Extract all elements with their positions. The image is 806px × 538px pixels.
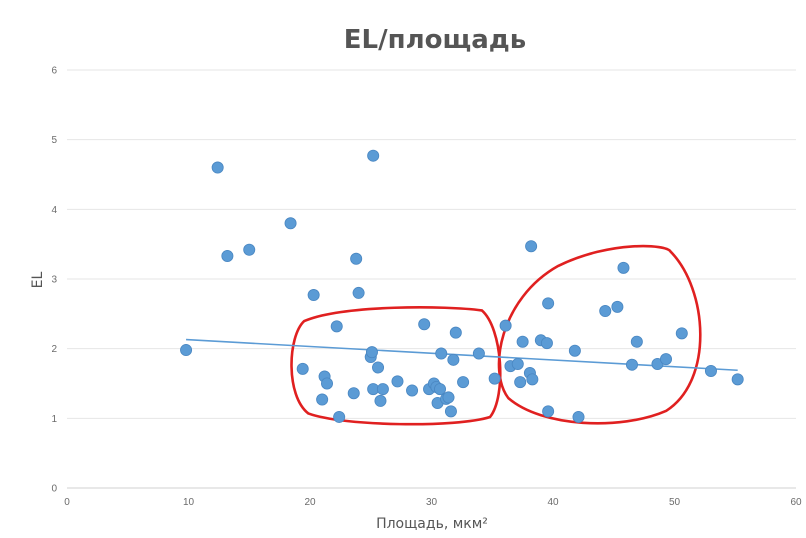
- data-point: [731, 373, 744, 386]
- data-point: [307, 289, 320, 302]
- y-tick-label: 4: [51, 205, 57, 216]
- x-tick-label: 60: [790, 497, 802, 508]
- data-point: [330, 320, 343, 333]
- x-tick-label: 20: [304, 497, 316, 508]
- y-tick-label: 2: [51, 344, 57, 355]
- data-point: [630, 335, 643, 348]
- data-point: [372, 361, 385, 374]
- data-point: [350, 252, 363, 265]
- data-point: [296, 362, 309, 375]
- y-tick-label: 5: [51, 135, 57, 146]
- data-point: [514, 376, 527, 389]
- data-point: [659, 353, 672, 366]
- data-point: [321, 377, 334, 390]
- x-tick-label: 0: [64, 497, 70, 508]
- data-point: [316, 393, 329, 406]
- y-axis-label: EL: [30, 271, 46, 288]
- data-point: [435, 347, 448, 360]
- data-point: [333, 410, 346, 423]
- data-point: [180, 344, 193, 357]
- y-tick-label: 0: [51, 484, 57, 495]
- x-axis-label: Площадь, мкм²: [376, 516, 488, 532]
- data-point: [617, 261, 630, 274]
- data-point: [472, 347, 485, 360]
- data-point: [542, 405, 555, 418]
- data-point: [442, 391, 455, 404]
- trendline: [186, 338, 738, 372]
- y-tick-label: 1: [51, 414, 57, 425]
- data-point: [221, 250, 234, 263]
- data-point: [488, 372, 501, 385]
- y-tick-label: 6: [51, 66, 57, 77]
- data-point: [457, 376, 470, 389]
- data-point: [449, 326, 462, 339]
- data-point: [376, 383, 389, 396]
- annotation-outlines: [290, 244, 702, 426]
- data-point: [418, 318, 431, 331]
- data-point: [447, 353, 460, 366]
- data-point: [625, 358, 638, 371]
- x-tick-label: 30: [426, 497, 438, 508]
- data-point: [406, 384, 419, 397]
- cluster-outline-2: [497, 244, 702, 425]
- data-point: [704, 364, 717, 377]
- data-point: [599, 305, 612, 318]
- data-point: [367, 149, 380, 162]
- data-point: [347, 387, 360, 400]
- x-tick-label: 50: [669, 497, 681, 508]
- data-point: [352, 286, 365, 299]
- data-point: [526, 373, 539, 386]
- data-point: [542, 297, 555, 310]
- data-point: [511, 357, 524, 370]
- data-point: [365, 346, 378, 359]
- data-point: [568, 344, 581, 357]
- data-point: [572, 410, 585, 423]
- x-tick-label: 40: [547, 497, 559, 508]
- x-tick-label: 10: [183, 497, 195, 508]
- data-point: [243, 243, 256, 256]
- chart-title: EL/площадь: [344, 25, 526, 55]
- data-point: [611, 300, 624, 313]
- data-point: [391, 375, 404, 388]
- data-point: [499, 319, 512, 332]
- data-point: [444, 405, 457, 418]
- data-points: [180, 149, 744, 423]
- data-point: [675, 327, 688, 340]
- y-tick-label: 3: [51, 275, 57, 286]
- data-point: [516, 335, 529, 348]
- cluster-outline-1: [290, 306, 502, 426]
- trendline-layer: [186, 338, 738, 372]
- data-point: [434, 383, 447, 396]
- data-point: [284, 217, 297, 230]
- data-point: [540, 337, 553, 350]
- data-point: [374, 394, 387, 407]
- data-point: [525, 240, 538, 253]
- data-point: [211, 161, 224, 174]
